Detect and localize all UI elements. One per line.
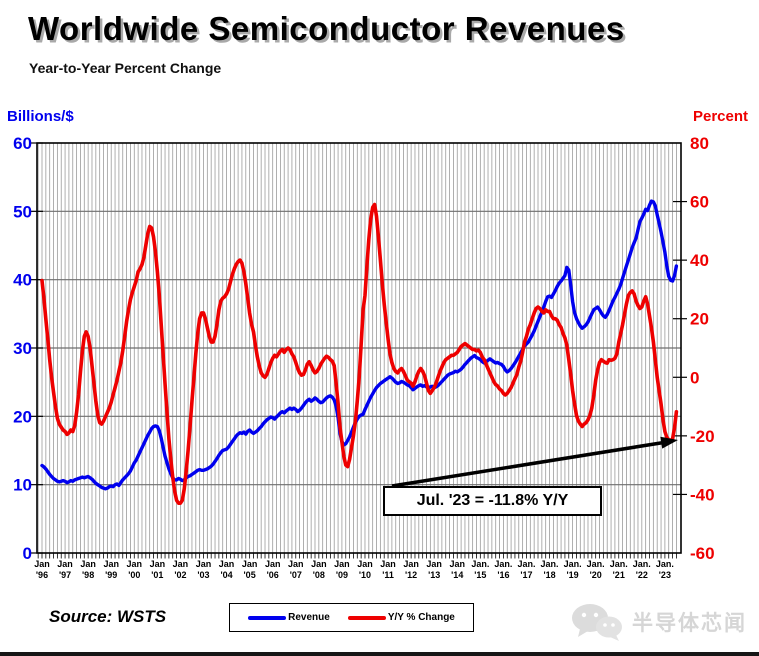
x-tick-label-month: Jan (57, 559, 73, 569)
x-tick-label-year: '02 (174, 570, 186, 580)
right-axis-tick-label: 0 (690, 368, 699, 387)
page-title: Worldwide Semiconductor Revenues (28, 10, 625, 47)
legend-item-yoy: Y/Y % Change (347, 612, 455, 623)
x-tick-label-month: Jan. (541, 559, 559, 569)
x-tick-label-month: Jan (103, 559, 119, 569)
x-tick-label-year: '16 (497, 570, 509, 580)
x-tick-label-month: Jan (311, 559, 327, 569)
x-tick-label-month: Jan (288, 559, 304, 569)
right-axis-tick-label: 80 (690, 134, 709, 153)
x-tick-label-year: '96 (36, 570, 48, 580)
x-tick-label-month: Jan (265, 559, 281, 569)
left-axis-tick-label: 0 (23, 544, 32, 563)
x-tick-label-month: Jan (426, 559, 442, 569)
x-tick-label-month: Jan (357, 559, 373, 569)
annotation-text: Jul. '23 = -11.8% Y/Y (416, 492, 569, 509)
left-axis-tick-label: 30 (13, 339, 32, 358)
x-tick-label-year: '15 (474, 570, 486, 580)
x-tick-label-year: '14 (451, 570, 463, 580)
x-tick-label-month: Jan (150, 559, 166, 569)
x-tick-label-year: '97 (59, 570, 71, 580)
right-axis-title: Percent (692, 108, 748, 125)
x-tick-label-month: Jan (127, 559, 143, 569)
left-axis-tick-label: 10 (13, 476, 32, 495)
x-tick-label-year: '04 (220, 570, 232, 580)
x-tick-label-year: '23 (659, 570, 671, 580)
x-tick-label-year: '20 (590, 570, 602, 580)
bottom-border-bar (0, 652, 759, 656)
x-tick-label-year: '99 (105, 570, 117, 580)
x-tick-label-year: '22 (636, 570, 648, 580)
source-label: Source: WSTS (49, 607, 167, 626)
right-axis-tick-label: -20 (690, 427, 715, 446)
series-yoy-change (40, 202, 679, 506)
x-tick-label-year: '13 (428, 570, 440, 580)
x-tick-label-year: '00 (128, 570, 140, 580)
x-tick-label-year: '19 (567, 570, 579, 580)
annotation-arrow-head (660, 436, 678, 449)
wechat-icon (572, 604, 622, 641)
x-tick-label-month: Jan (34, 559, 50, 569)
x-tick-label-year: '98 (82, 570, 94, 580)
page-subtitle: Year-to-Year Percent Change (29, 60, 222, 76)
x-tick-label-month: Jan (219, 559, 235, 569)
x-tick-label-month: Jan (334, 559, 350, 569)
legend-label-yoy: Y/Y % Change (387, 612, 455, 623)
x-tick-label-month: Jan (196, 559, 212, 569)
x-tick-label-year: '09 (336, 570, 348, 580)
x-tick-label-month: Jan (80, 559, 96, 569)
watermark: 半导体芯闻 (570, 602, 747, 642)
x-tick-label-month: Jan (173, 559, 189, 569)
x-tick-label-month: Jan. (656, 559, 674, 569)
left-axis-tick-label: 50 (13, 202, 32, 221)
legend-item-revenue: Revenue (248, 612, 330, 623)
annotation-arrow-shaft (391, 440, 664, 488)
left-axis-tick-label: 40 (13, 271, 32, 290)
x-tick-label-month: Jan. (633, 559, 651, 569)
right-axis-tick-label: 20 (690, 310, 709, 329)
x-tick-label-year: '10 (359, 570, 371, 580)
x-tick-label-year: '05 (244, 570, 256, 580)
x-tick-label-month: Jan (450, 559, 466, 569)
x-tick-label-month: Jan. (587, 559, 605, 569)
left-axis-tick-label: 60 (13, 134, 32, 153)
x-tick-label-month: Jan. (471, 559, 489, 569)
revenue-line-swatch (248, 615, 287, 620)
x-tick-label-year: '08 (313, 570, 325, 580)
legend-label-revenue: Revenue (288, 612, 330, 623)
x-tick-label-month: Jan. (610, 559, 628, 569)
x-tick-label-year: '12 (405, 570, 417, 580)
x-tick-label-month: Jan. (517, 559, 535, 569)
x-tick-label-year: '17 (520, 570, 532, 580)
left-axis-title: Billions/$ (7, 108, 74, 125)
right-axis-tick-label: 60 (690, 193, 709, 212)
yoy-line-swatch (347, 615, 386, 620)
series-revenue (40, 199, 679, 491)
x-tick-label-year: '11 (382, 570, 394, 580)
x-tick-label-month: Jan. (494, 559, 512, 569)
legend-box: Revenue Y/Y % Change (229, 603, 474, 632)
x-tick-label-year: '18 (543, 570, 555, 580)
annotation-box: Jul. '23 = -11.8% Y/Y (383, 486, 602, 516)
x-tick-label-year: '03 (197, 570, 209, 580)
x-tick-label-year: '07 (290, 570, 302, 580)
x-tick-label-month: Jan (403, 559, 419, 569)
right-axis-tick-label: -40 (690, 485, 715, 504)
x-tick-label-year: '01 (151, 570, 163, 580)
x-tick-label-month: Jan (242, 559, 258, 569)
x-tick-label-year: '06 (267, 570, 279, 580)
right-axis-tick-label: -60 (690, 544, 715, 563)
left-axis-tick-label: 20 (13, 407, 32, 426)
x-tick-label-year: '21 (613, 570, 625, 580)
watermark-text: 半导体芯闻 (632, 612, 747, 635)
right-axis-tick-label: 40 (690, 251, 709, 270)
x-tick-label-month: Jan (380, 559, 396, 569)
x-tick-label-month: Jan. (564, 559, 582, 569)
